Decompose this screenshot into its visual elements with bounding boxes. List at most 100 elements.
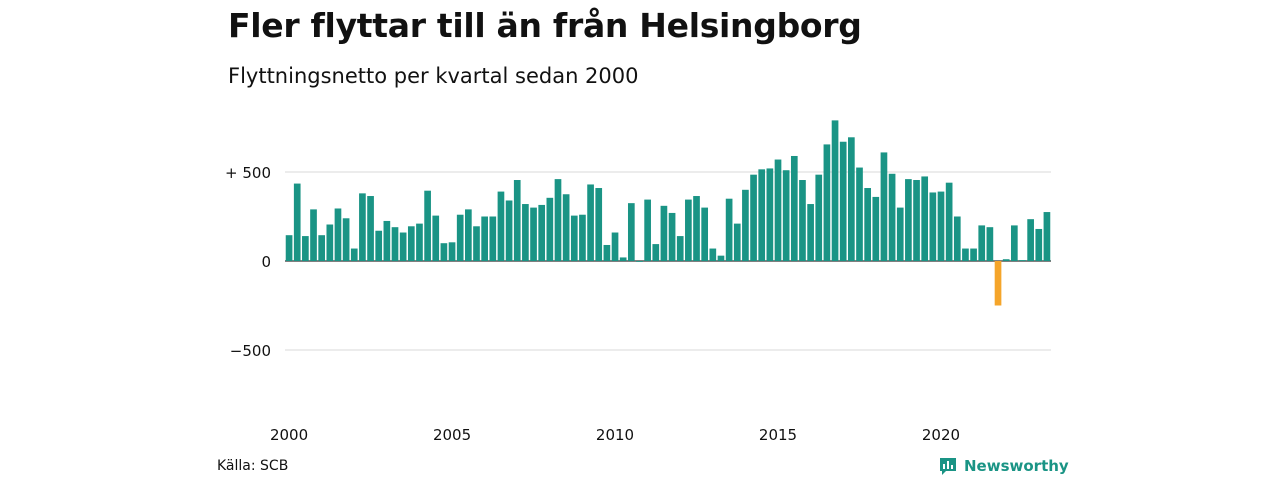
bar (391, 227, 399, 261)
bar (864, 188, 871, 261)
bar (530, 207, 537, 261)
bar (856, 167, 863, 261)
bar (310, 209, 317, 261)
bar (1035, 228, 1043, 261)
bar (929, 192, 937, 261)
bar (880, 152, 888, 261)
y-tick-label: 0 (261, 253, 271, 271)
bar (978, 225, 986, 261)
x-axis-labels: 2000 2005 2010 2015 2020 (270, 426, 960, 444)
bar (807, 204, 814, 261)
bar (872, 196, 880, 261)
bar (1027, 219, 1034, 261)
bar (758, 169, 766, 261)
bar (644, 199, 651, 261)
x-tick-label: 2000 (270, 426, 308, 444)
bar (799, 180, 806, 261)
bar (522, 204, 529, 261)
bar (717, 255, 725, 261)
bar (701, 207, 709, 261)
x-tick-label: 2005 (433, 426, 471, 444)
bars (285, 120, 1051, 306)
bar (513, 180, 521, 261)
bar (505, 200, 513, 261)
bar (676, 236, 684, 261)
bar (562, 194, 570, 261)
bar (538, 204, 546, 261)
bar (937, 191, 945, 261)
bar (481, 216, 488, 261)
bar (1043, 212, 1051, 261)
brand-logo: Newsworthy (938, 456, 1069, 476)
bar (285, 235, 293, 261)
bar (709, 248, 717, 261)
bar (905, 179, 912, 261)
bar (383, 220, 391, 261)
bar (448, 242, 456, 261)
bar (831, 120, 839, 261)
bar (603, 244, 611, 261)
bar (350, 248, 358, 261)
bar (921, 176, 929, 261)
bar (1002, 259, 1010, 261)
bar (440, 243, 448, 261)
bar (416, 223, 423, 261)
bar (970, 248, 977, 261)
bar (497, 191, 505, 261)
bar (334, 208, 342, 261)
bar (660, 205, 668, 261)
bar (399, 232, 407, 261)
bar (554, 179, 562, 261)
bar (595, 188, 603, 261)
bar (782, 170, 790, 261)
bar (774, 159, 782, 261)
bar (636, 261, 643, 262)
brand-name: Newsworthy (964, 457, 1069, 475)
bar (367, 196, 374, 261)
x-tick-label: 2010 (596, 426, 634, 444)
bar (424, 190, 431, 261)
newsworthy-icon (940, 458, 956, 475)
bar (790, 155, 798, 261)
bar (986, 227, 994, 261)
chart-title: Fler flyttar till än från Helsingborg (228, 6, 862, 45)
bar (342, 218, 350, 261)
bar (407, 226, 415, 261)
bar (652, 244, 660, 261)
bar (627, 203, 635, 261)
bar (766, 168, 774, 261)
bar (359, 193, 366, 261)
bar (318, 235, 326, 261)
x-tick-label: 2015 (759, 426, 797, 444)
bar (587, 184, 594, 261)
bar (570, 215, 578, 261)
bar (839, 141, 847, 261)
bar (619, 257, 627, 261)
bar (848, 137, 855, 261)
bar (293, 183, 301, 261)
bar (579, 214, 586, 261)
bar (1019, 260, 1026, 261)
bar (815, 174, 823, 261)
bar (823, 144, 831, 261)
y-axis-labels: + 500 0 −500 (225, 164, 271, 360)
bar (375, 230, 383, 261)
bar (750, 174, 757, 261)
source-note: Källa: SCB (217, 458, 289, 474)
bar (302, 236, 309, 261)
bar (693, 196, 700, 261)
bar (489, 216, 497, 261)
bar (1010, 225, 1018, 261)
bar (962, 248, 969, 261)
bar (953, 216, 961, 261)
x-tick-label: 2020 (922, 426, 960, 444)
bar (456, 214, 464, 261)
bar (685, 199, 692, 261)
bar (668, 212, 676, 261)
bar (896, 207, 904, 261)
bar (473, 226, 480, 261)
chart-subtitle: Flyttningsnetto per kvartal sedan 2000 (228, 64, 639, 88)
bar (994, 261, 1002, 306)
bar (326, 224, 334, 261)
